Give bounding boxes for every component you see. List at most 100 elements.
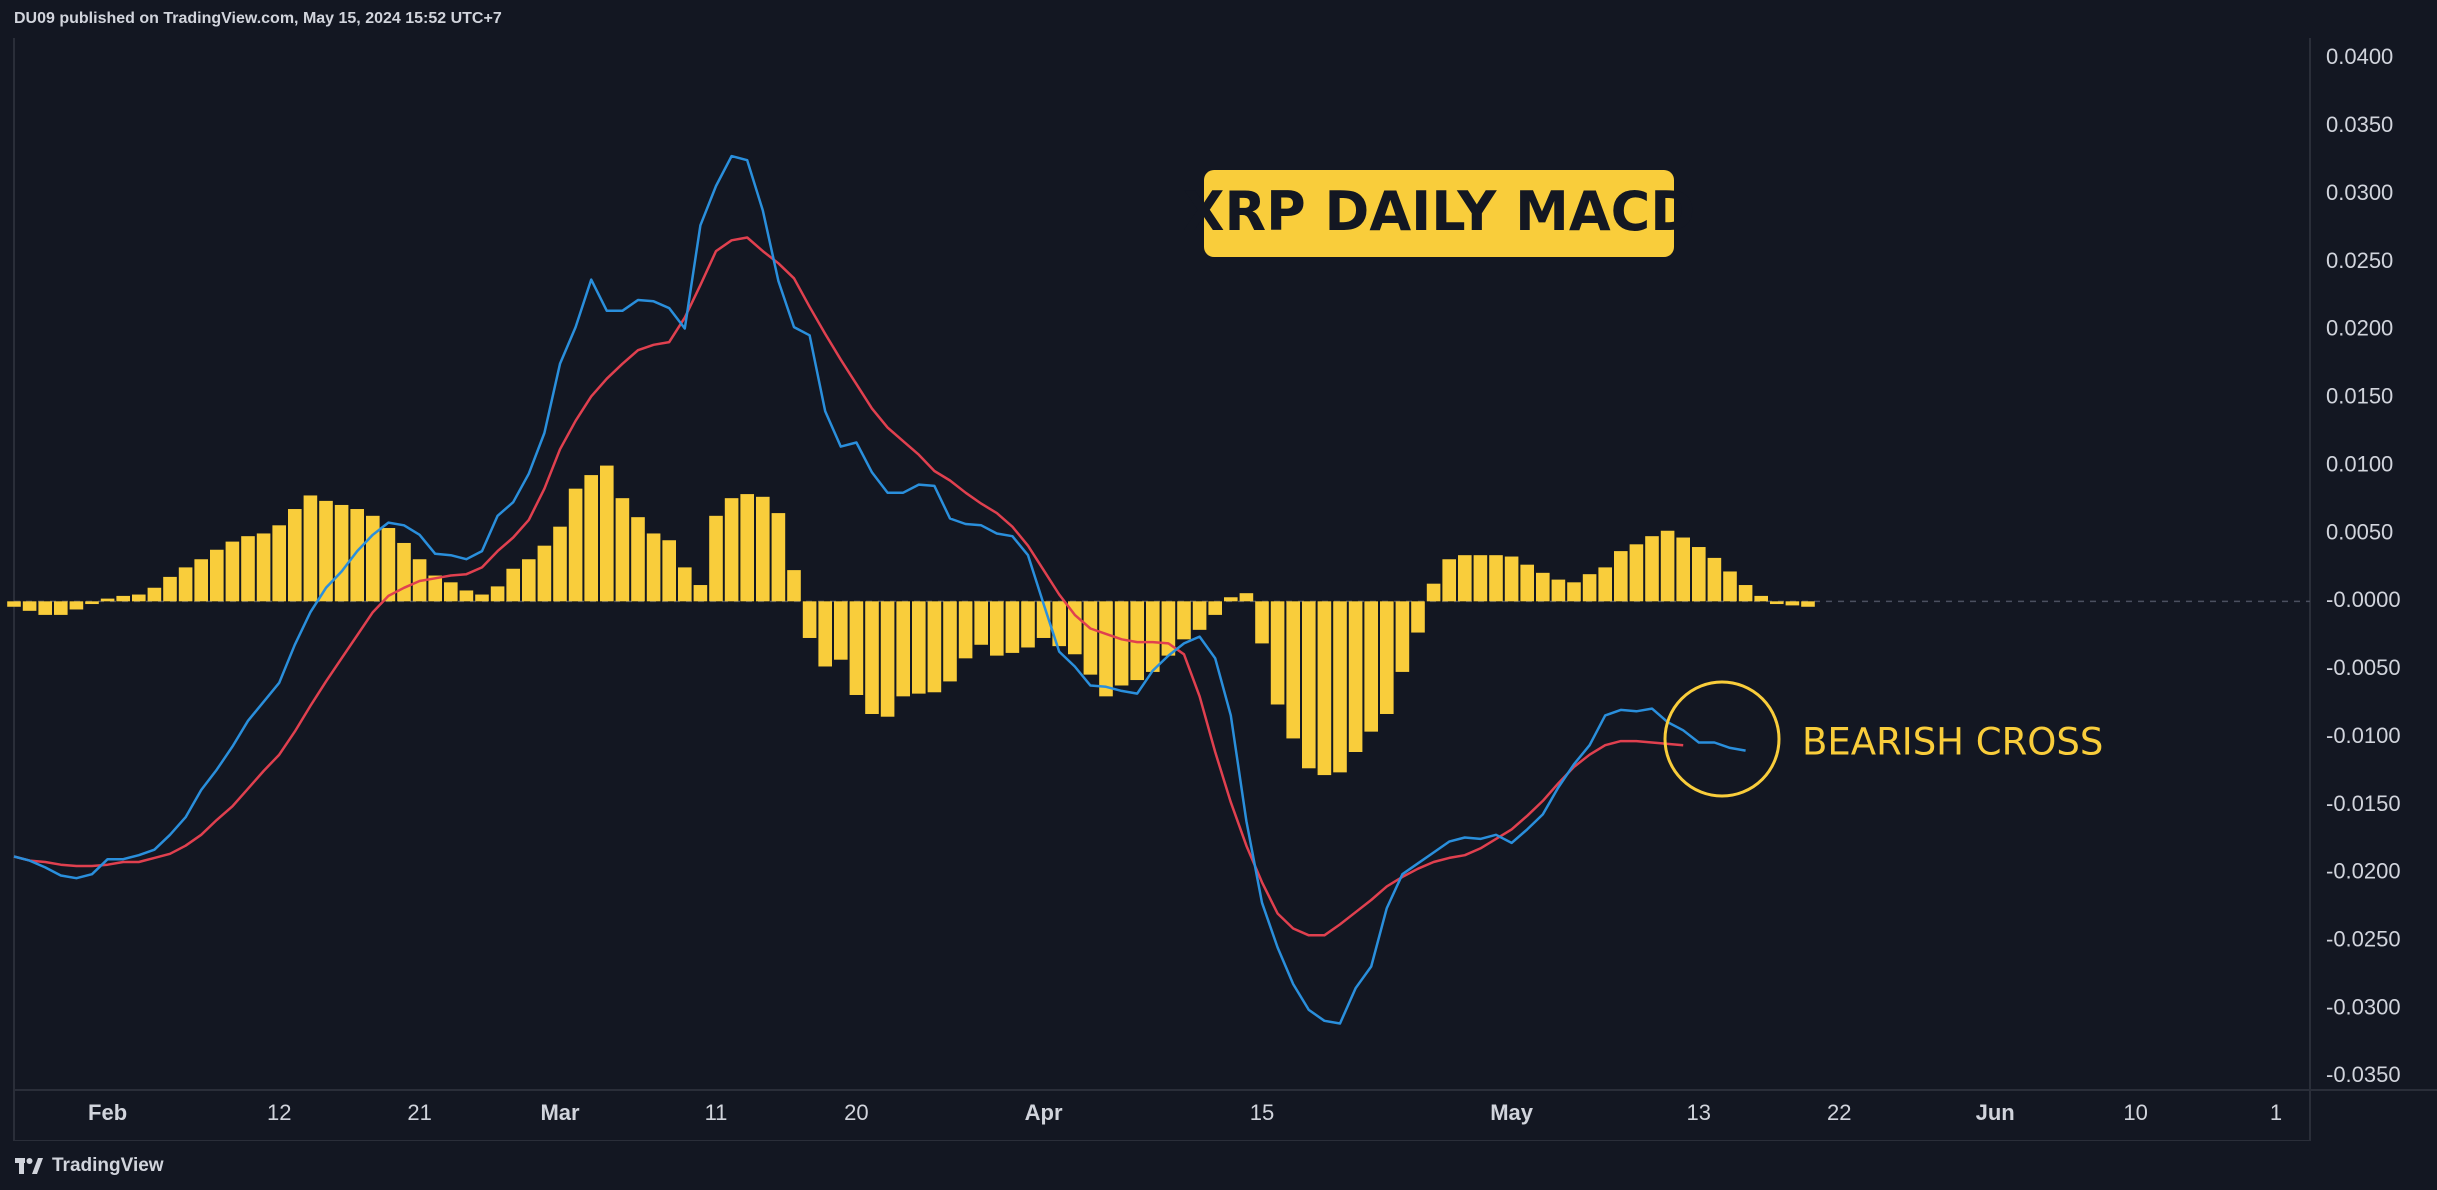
histogram-bar [241, 536, 255, 602]
y-tick-label: 0.0400 [2326, 44, 2393, 69]
histogram-bar [1723, 571, 1737, 602]
x-tick-label: 11 [705, 1100, 728, 1125]
x-tick-label: 1 [2270, 1100, 2282, 1125]
histogram-bar [1021, 601, 1035, 648]
histogram-bar [615, 498, 630, 602]
histogram-bar [210, 549, 224, 602]
histogram-bar [787, 570, 801, 602]
y-tick-label: 0.0350 [2326, 112, 2393, 137]
histogram-bar [865, 601, 879, 714]
title-badge: XRP DAILY MACD [1183, 170, 1695, 257]
x-tick-label: 21 [407, 1100, 431, 1125]
histogram-layer [7, 465, 1815, 776]
histogram-bar [1676, 537, 1690, 602]
histogram-bar [756, 496, 770, 602]
histogram-bar [818, 601, 832, 667]
line-layer [13, 154, 1746, 1025]
histogram-bar [256, 533, 271, 602]
histogram-bar [1411, 601, 1425, 633]
histogram-bar [1770, 601, 1784, 605]
x-tick-label: Mar [540, 1100, 580, 1125]
histogram-bar [38, 601, 52, 615]
footer-brand[interactable]: TradingView [52, 1154, 164, 1176]
histogram-bar [1660, 530, 1675, 602]
x-tick-label: 13 [1687, 1100, 1711, 1125]
histogram-bar [662, 540, 676, 602]
x-axis: Feb 12 21 Mar 11 20 Apr 15 May 13 22 Jun 10 1 [88, 1100, 2282, 1125]
y-tick-label: 0.0300 [2326, 180, 2393, 205]
histogram-bar [1614, 551, 1628, 602]
histogram-bar [319, 500, 333, 602]
histogram-bar [475, 594, 489, 602]
y-tick-label: 0.0150 [2326, 384, 2393, 409]
histogram-bar [1302, 601, 1316, 769]
histogram-bar [1458, 555, 1472, 602]
y-axis: 0.0400 0.0350 0.0300 0.0250 0.0200 0.0150 0.01… [2326, 44, 2401, 1087]
histogram-bar [1364, 601, 1378, 732]
histogram-bar [178, 567, 193, 602]
histogram-bar [272, 525, 286, 602]
histogram-bar [132, 594, 146, 602]
histogram-bar [1567, 582, 1581, 602]
histogram-bar [1083, 601, 1098, 675]
histogram-bar [1645, 536, 1659, 602]
histogram-bar [1114, 601, 1129, 686]
histogram-bar [522, 559, 536, 602]
x-tick-label: Feb [88, 1100, 127, 1125]
macd-line [13, 154, 1746, 1025]
histogram-bar [693, 585, 708, 602]
histogram-bar [646, 533, 661, 602]
histogram-bar [428, 575, 442, 602]
chart-title: XRP DAILY MACD [1183, 180, 1695, 243]
histogram-bar [990, 601, 1004, 656]
histogram-bar [1504, 556, 1519, 602]
histogram-bar [912, 601, 926, 694]
y-tick-label: -0.0150 [2326, 791, 2401, 816]
tradingview-logo-icon[interactable] [14, 1157, 44, 1175]
histogram-bar [1629, 544, 1644, 602]
x-tick-label: 15 [1250, 1100, 1274, 1125]
histogram-bar [303, 495, 318, 602]
histogram-bar [350, 509, 364, 602]
x-tick-label: 10 [2123, 1100, 2147, 1125]
histogram-bar [771, 513, 786, 602]
histogram-bar [1707, 557, 1722, 602]
histogram-bar [1270, 601, 1285, 705]
histogram-bar [381, 528, 396, 602]
histogram-bar [288, 509, 302, 602]
histogram-bar [1146, 601, 1160, 672]
histogram-bar [459, 590, 474, 602]
histogram-bar [880, 601, 895, 717]
y-tick-label: 0.0100 [2326, 451, 2393, 476]
histogram-bar [1801, 601, 1815, 607]
signal-line [13, 236, 1684, 937]
histogram-bar [366, 515, 380, 602]
histogram-bar [147, 587, 162, 602]
histogram-bar [631, 517, 645, 602]
y-tick-label: -0.0050 [2326, 655, 2401, 680]
histogram-bar [1536, 572, 1550, 602]
histogram-bar [85, 601, 99, 605]
histogram-bar [444, 582, 458, 602]
histogram-bar [1738, 585, 1753, 602]
histogram-bar [1348, 601, 1363, 753]
histogram-bar [1551, 579, 1566, 602]
histogram-bar [194, 559, 208, 602]
histogram-bar [1177, 601, 1191, 640]
histogram-bar [568, 488, 583, 602]
x-tick-label: Apr [1025, 1100, 1063, 1125]
histogram-bar [1005, 601, 1020, 653]
histogram-bar [958, 601, 973, 659]
histogram-bar [1099, 601, 1113, 697]
histogram-bar [1255, 601, 1269, 644]
histogram-bar [54, 601, 68, 615]
y-tick-label: -0.0350 [2326, 1062, 2401, 1087]
histogram-bar [927, 601, 942, 693]
histogram-bar [225, 541, 240, 602]
histogram-bar [334, 504, 349, 602]
y-tick-label: -0.0200 [2326, 859, 2401, 884]
y-tick-label: -0.0250 [2326, 926, 2401, 951]
x-tick-label: May [1490, 1100, 1534, 1125]
histogram-bar [802, 601, 817, 638]
